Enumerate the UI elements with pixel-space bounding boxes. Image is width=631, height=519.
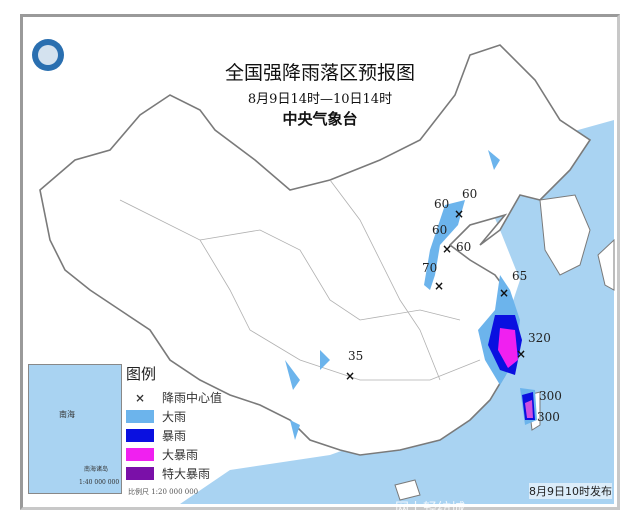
rain-value-label: 300 (537, 410, 560, 424)
legend: 图例 × 降雨中心值 大雨 暴雨 大暴雨 特大暴雨 (126, 363, 236, 483)
legend-label: 大雨 (162, 410, 187, 424)
heavy-rainstorm-area (525, 400, 533, 418)
publish-time: 8月9日10时发布 (529, 483, 612, 499)
rain-center-x: × (442, 242, 452, 256)
forecast-period: 8月9日14时—10日14时 (247, 92, 393, 107)
legend-label: 暴雨 (162, 429, 187, 443)
legend-title: 图例 (126, 365, 157, 383)
rain-value-label: 35 (348, 349, 364, 363)
legend-label: 大暴雨 (162, 448, 199, 462)
hainan (394, 479, 421, 501)
rain-value-label: 60 (462, 187, 478, 201)
inset-sea-label: 南海 (59, 410, 75, 419)
japan-land (597, 238, 615, 291)
issuer: 中央气象台 (282, 110, 358, 128)
watermark: 网上轻纺城 (395, 501, 465, 517)
cross-icon: × (134, 391, 146, 405)
south-china-sea-inset: 南海 南海诸岛 1:40 000 000 (28, 364, 122, 494)
korea-land (539, 194, 591, 276)
heavy-rain-area (424, 200, 465, 290)
inset-scale: 1:40 000 000 (79, 479, 120, 486)
legend-swatch (126, 429, 154, 442)
map-scale: 比例尺 1:20 000 000 (128, 488, 199, 496)
inner-logo (32, 39, 64, 71)
map-title: 全国强降雨落区预报图 (224, 62, 415, 84)
legend-swatch (126, 448, 154, 461)
heavy-rainstorm-area (498, 328, 518, 368)
rain-value-label: 320 (528, 331, 551, 345)
rain-value-label: 65 (512, 269, 528, 283)
rain-value-label: 60 (432, 223, 448, 237)
legend-item-extreme-rainstorm: 特大暴雨 (126, 464, 236, 483)
rain-value-label: 60 (456, 240, 472, 254)
legend-item-rainstorm: 暴雨 (126, 426, 236, 445)
rain-center-x: × (516, 347, 526, 361)
province-borders (119, 179, 481, 381)
rain-center-marks: × × × × × × (345, 207, 526, 383)
rain-center-x: × (499, 286, 509, 300)
legend-label: 特大暴雨 (162, 467, 211, 481)
legend-item-rain-center: × 降雨中心值 (126, 388, 236, 407)
legend-item-heavy-rain: 大雨 (126, 407, 236, 426)
rain-value-label: 60 (434, 197, 450, 211)
rain-center-x: × (345, 369, 355, 383)
rain-center-x: × (434, 279, 444, 293)
legend-label: 降雨中心值 (162, 391, 223, 405)
legend-swatch (126, 467, 154, 480)
rain-center-x: × (454, 207, 464, 221)
china-land (39, 44, 592, 456)
legend-swatch (126, 410, 154, 423)
legend-item-heavy-rainstorm: 大暴雨 (126, 445, 236, 464)
rain-areas (285, 150, 537, 440)
inset-title: 南海诸岛 (84, 466, 109, 473)
rain-value-label: 70 (422, 261, 438, 275)
rain-value-label: 300 (539, 389, 562, 403)
